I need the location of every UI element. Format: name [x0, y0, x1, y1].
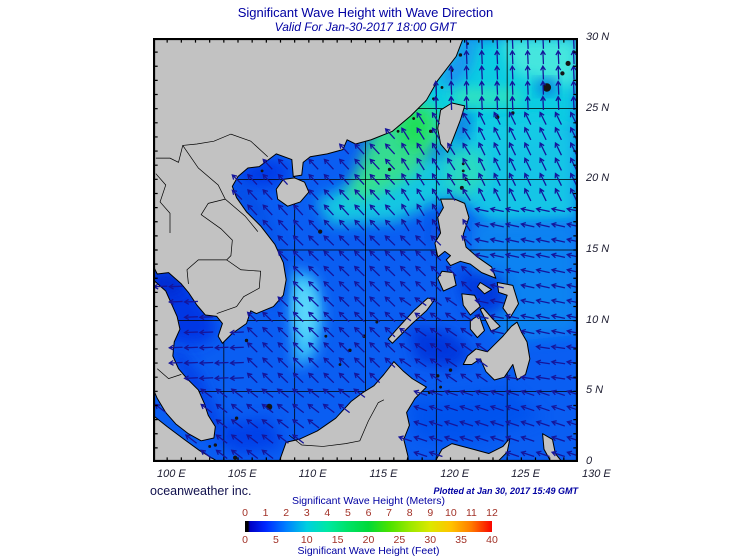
lat-tick-label: 5 N — [586, 384, 604, 397]
colorbar-meters-value: 6 — [365, 507, 372, 519]
colorbar-meters-value: 8 — [406, 507, 413, 519]
valid-time-subtitle: Valid For Jan-30-2017 18:00 GMT — [274, 20, 457, 34]
colorbar-feet-value: 30 — [424, 534, 437, 546]
lon-tick-label: 105 E — [227, 468, 257, 480]
colorbar-meters-value: 11 — [465, 507, 477, 519]
colorbar-meters-value: 4 — [324, 507, 331, 519]
colorbar-feet-value: 15 — [331, 534, 344, 546]
colorbar-meters-value: 10 — [444, 507, 457, 519]
lon-tick-label: 125 E — [511, 468, 540, 480]
colorbar-title-feet: Significant Wave Height (Feet) — [297, 545, 440, 557]
plotted-timestamp: Plotted at Jan 30, 2017 15:49 GMT — [433, 486, 578, 496]
colorbar-meters-value: 3 — [303, 507, 310, 519]
lon-tick-label: 120 E — [440, 468, 470, 480]
colorbar-meters-value: 0 — [242, 507, 248, 519]
colorbar-feet-value: 40 — [486, 534, 498, 546]
colorbar-meters-value: 1 — [262, 507, 269, 519]
lat-tick-label: 15 N — [586, 243, 610, 255]
credit-text: oceanweather inc. — [150, 484, 252, 498]
colorbar-feet-value: 5 — [272, 534, 279, 546]
wave-map — [153, 38, 578, 462]
colorbar-feet-value: 35 — [455, 534, 467, 546]
colorbar-feet-value: 10 — [300, 534, 313, 546]
colorbar-title-meters: Significant Wave Height (Meters) — [291, 495, 446, 507]
colorbar-feet-value: 20 — [362, 534, 375, 546]
colorbar-gradient — [245, 521, 492, 532]
lon-tick-label: 115 E — [369, 468, 398, 480]
colorbar-meters-value: 2 — [283, 507, 290, 519]
colorbar-meters-value: 7 — [386, 507, 392, 519]
lat-tick-label: 25 N — [586, 101, 610, 114]
lat-tick-label: 10 N — [586, 313, 610, 326]
lat-tick-label: 0 — [586, 455, 593, 467]
colorbar-meters-value: 9 — [427, 507, 434, 519]
lat-tick-label: 20 N — [586, 172, 610, 185]
colorbar-meters-value: 12 — [486, 507, 498, 519]
page-title: Significant Wave Height with Wave Direct… — [237, 5, 494, 20]
map-plot-area — [153, 38, 578, 462]
lon-tick-label: 110 E — [298, 468, 327, 480]
lat-tick-label: 30 N — [586, 31, 610, 43]
colorbar-feet-value: 25 — [393, 534, 406, 546]
lon-tick-label: 130 E — [582, 468, 611, 480]
lon-tick-label: 100 E — [157, 468, 186, 480]
colorbar-feet-value: 0 — [242, 534, 248, 546]
colorbar-meters-value: 5 — [344, 507, 351, 519]
